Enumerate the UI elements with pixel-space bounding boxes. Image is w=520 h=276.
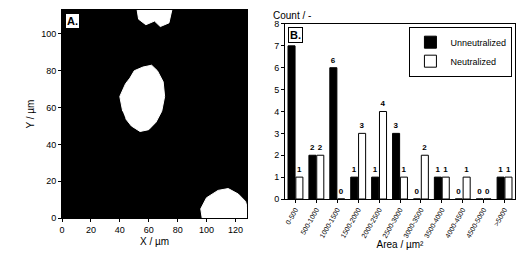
svg-text:6: 6: [274, 63, 279, 73]
svg-text:4000-4500: 4000-4500: [444, 207, 467, 240]
svg-text:120: 120: [228, 225, 243, 235]
svg-text:1: 1: [464, 165, 469, 174]
svg-text:0: 0: [456, 187, 461, 196]
svg-text:2: 2: [318, 143, 323, 152]
svg-text:1: 1: [373, 165, 378, 174]
svg-text:7: 7: [274, 41, 279, 51]
svg-text:0: 0: [59, 225, 64, 235]
svg-text:Neutralized: Neutralized: [450, 57, 496, 67]
svg-text:3: 3: [394, 121, 399, 130]
svg-text:X / µm: X / µm: [140, 236, 169, 247]
svg-text:Y / µm: Y / µm: [25, 100, 36, 129]
svg-text:0: 0: [51, 213, 56, 223]
svg-text:0-500: 0-500: [284, 207, 299, 226]
svg-text:2: 2: [274, 150, 279, 160]
svg-text:5: 5: [274, 85, 279, 95]
svg-text:1500-2000: 1500-2000: [339, 207, 362, 240]
svg-text:60: 60: [144, 225, 154, 235]
svg-text:1: 1: [506, 165, 511, 174]
svg-text:6: 6: [331, 56, 336, 65]
svg-text:0: 0: [485, 187, 490, 196]
svg-text:4: 4: [274, 107, 279, 117]
svg-text:>5000: >5000: [493, 207, 509, 228]
svg-text:1: 1: [352, 165, 357, 174]
svg-text:60: 60: [46, 103, 56, 113]
svg-text:0: 0: [414, 187, 419, 196]
svg-text:40: 40: [46, 140, 56, 150]
svg-text:0: 0: [339, 187, 344, 196]
svg-text:1: 1: [498, 165, 503, 174]
svg-text:Area / µm²: Area / µm²: [377, 239, 425, 250]
svg-text:3500-4000: 3500-4000: [423, 207, 446, 240]
svg-text:1000-1500: 1000-1500: [318, 207, 341, 240]
svg-text:100: 100: [41, 29, 56, 39]
svg-text:1: 1: [435, 165, 440, 174]
svg-text:80: 80: [173, 225, 183, 235]
svg-text:20: 20: [86, 225, 96, 235]
svg-text:100: 100: [199, 225, 214, 235]
svg-text:1: 1: [443, 165, 448, 174]
svg-text:Unneutralized: Unneutralized: [450, 38, 506, 48]
svg-text:2: 2: [422, 143, 427, 152]
svg-text:B.: B.: [290, 29, 301, 41]
svg-text:2: 2: [310, 143, 315, 152]
svg-text:0: 0: [274, 194, 279, 204]
svg-text:80: 80: [46, 66, 56, 76]
svg-text:2000-2500: 2000-2500: [360, 207, 383, 240]
svg-text:4500-5000: 4500-5000: [465, 207, 488, 240]
svg-text:3: 3: [274, 129, 279, 139]
svg-text:2500-3000: 2500-3000: [381, 207, 404, 240]
svg-text:7: 7: [289, 34, 294, 43]
svg-text:1: 1: [274, 172, 279, 182]
svg-text:20: 20: [46, 176, 56, 186]
svg-text:4: 4: [381, 99, 386, 108]
svg-text:A.: A.: [67, 15, 78, 27]
svg-text:0: 0: [477, 187, 482, 196]
svg-text:8: 8: [274, 19, 279, 29]
svg-text:1: 1: [401, 165, 406, 174]
svg-text:40: 40: [115, 225, 125, 235]
svg-text:3: 3: [360, 121, 365, 130]
svg-text:Count / -: Count / -: [273, 10, 311, 21]
svg-text:1: 1: [297, 165, 302, 174]
svg-text:500-1000: 500-1000: [299, 207, 320, 236]
svg-text:3000-3500: 3000-3500: [402, 207, 425, 240]
